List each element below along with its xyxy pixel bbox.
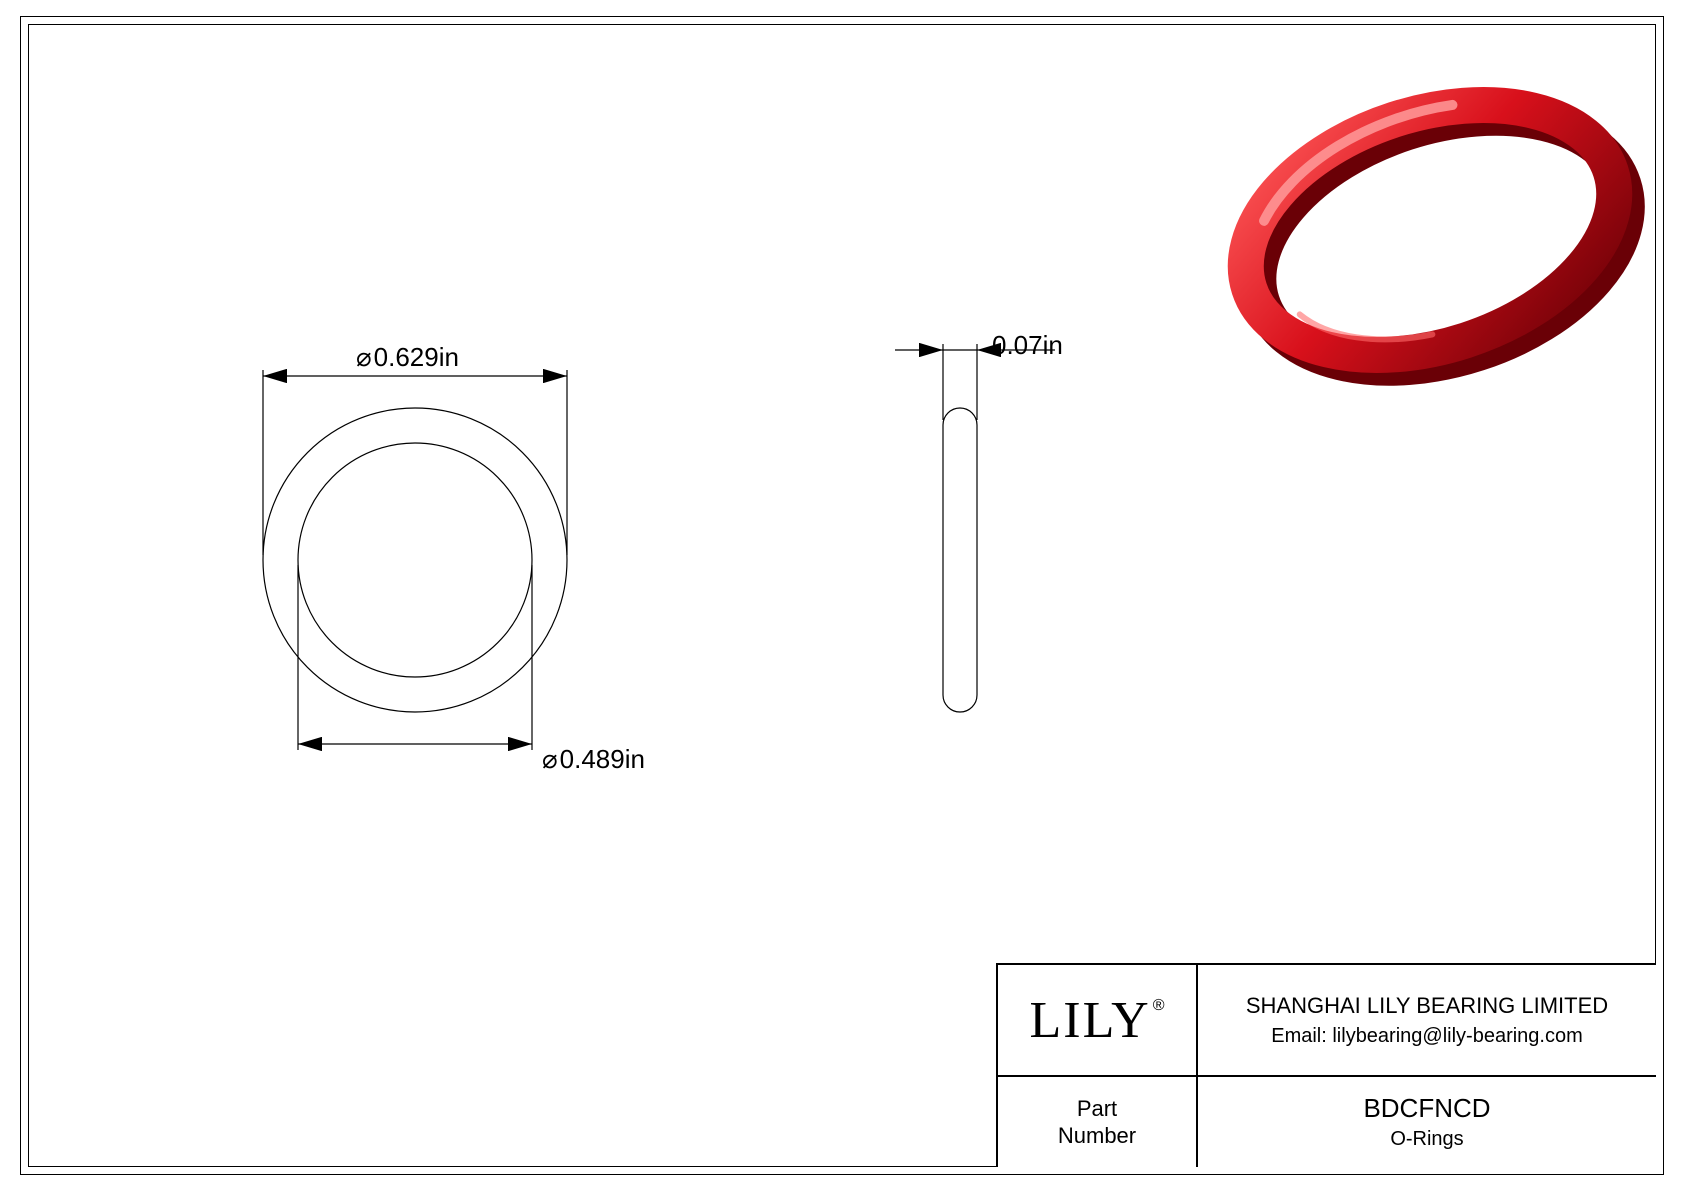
company-email: Email: lilybearing@lily-bearing.com <box>1271 1025 1583 1048</box>
title-block-row-company: LILY ® SHANGHAI LILY BEARING LIMITED Ema… <box>998 965 1656 1077</box>
logo: LILY ® <box>1030 991 1165 1050</box>
logo-cell: LILY ® <box>998 965 1198 1075</box>
title-block: LILY ® SHANGHAI LILY BEARING LIMITED Ema… <box>996 963 1656 1167</box>
part-description: O-Rings <box>1390 1128 1463 1151</box>
isometric-ring <box>1213 58 1659 414</box>
drawing-sheet: 0.629in 0.489in 0.07in LILY ® SHANGHAI L… <box>0 0 1684 1191</box>
part-code: BDCFNCD <box>1363 1093 1490 1124</box>
inner-diameter-label: 0.489in <box>542 744 645 775</box>
side-view <box>895 344 1055 712</box>
front-view <box>263 370 567 750</box>
thickness-label: 0.07in <box>992 330 1063 361</box>
title-block-row-part: Part Number BDCFNCD O-Rings <box>998 1077 1656 1167</box>
outer-diameter-label: 0.629in <box>356 342 459 373</box>
part-number-heading-line1: Part <box>1077 1095 1117 1123</box>
logo-text: LILY <box>1030 991 1151 1050</box>
part-number-heading-line2: Number <box>1058 1122 1136 1150</box>
part-info-cell: BDCFNCD O-Rings <box>1198 1077 1656 1167</box>
company-name: SHANGHAI LILY BEARING LIMITED <box>1246 993 1608 1019</box>
part-number-heading: Part Number <box>998 1077 1198 1167</box>
registered-trademark-icon: ® <box>1153 997 1165 1015</box>
company-cell: SHANGHAI LILY BEARING LIMITED Email: lil… <box>1198 965 1656 1075</box>
